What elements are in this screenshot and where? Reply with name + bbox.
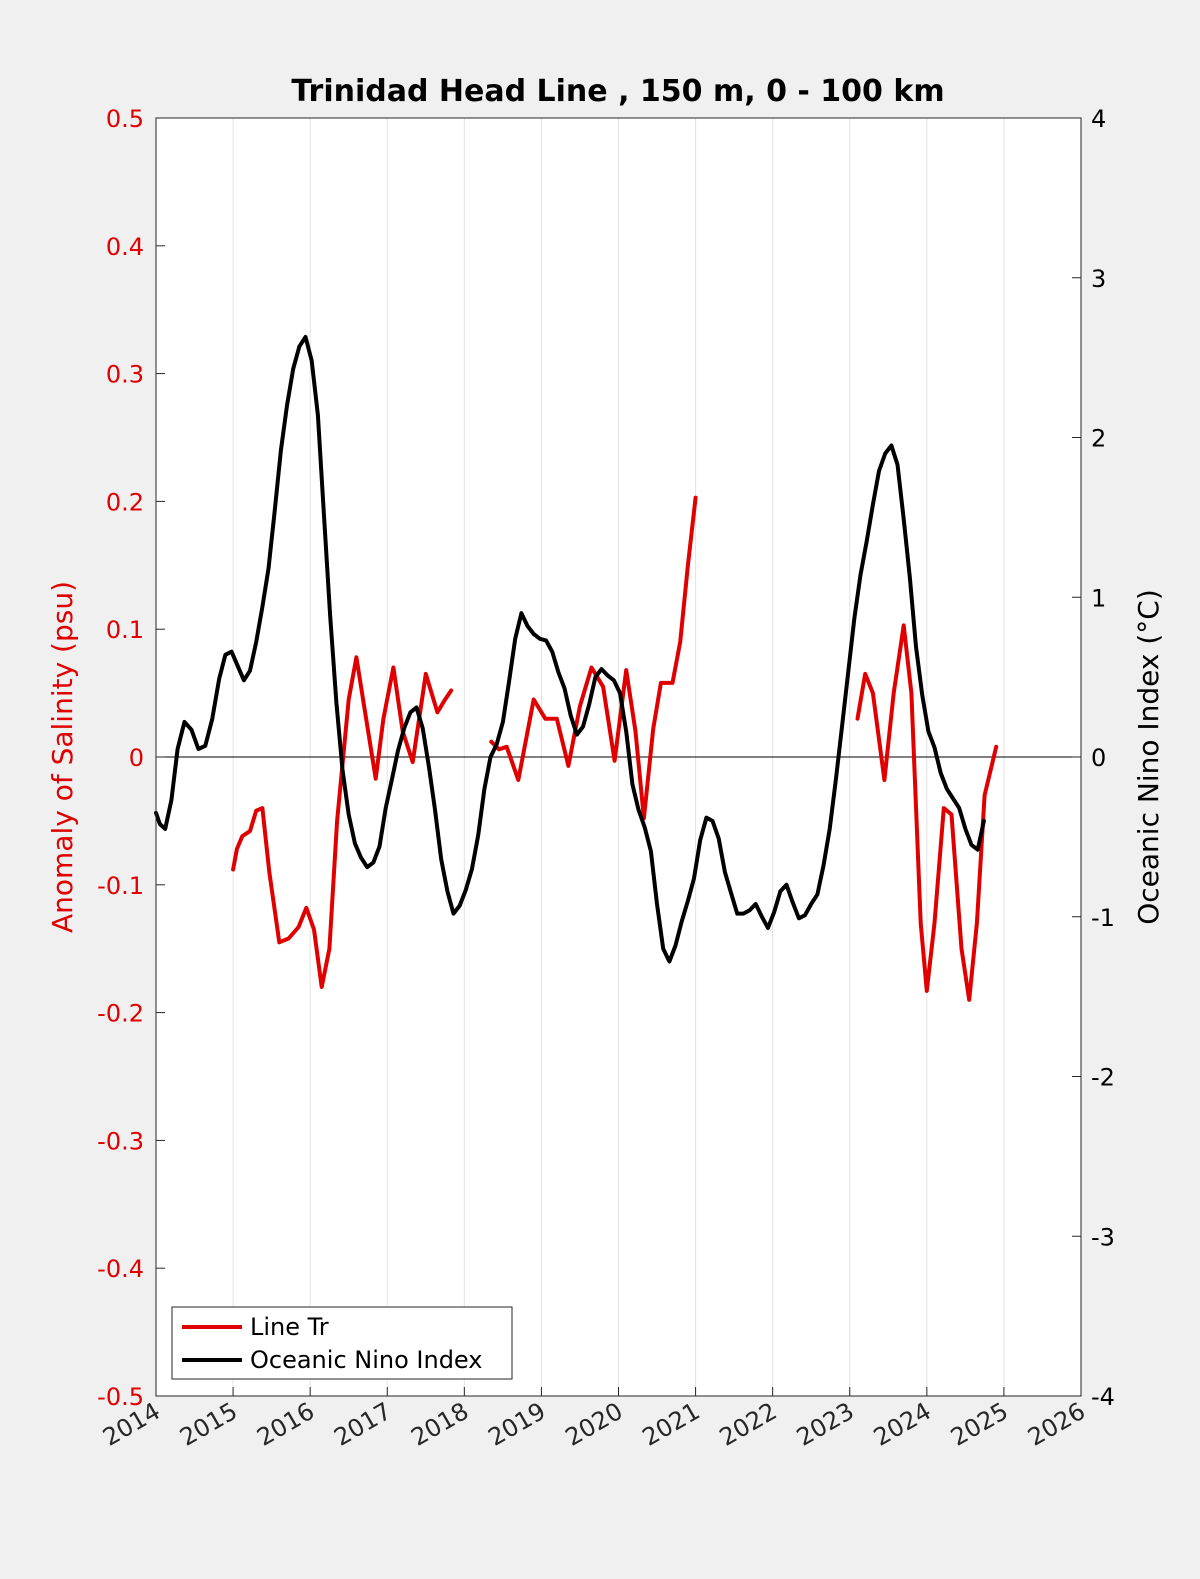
y-axis-left-label: Anomaly of Salinity (psu) xyxy=(46,581,79,933)
y-left-tick-label-0.2: 0.2 xyxy=(106,488,144,516)
y-right-tick-label--2: -2 xyxy=(1091,1064,1115,1092)
y-left-tick-label-0.1: 0.1 xyxy=(106,616,144,644)
x-tick-label-2021: 2021 xyxy=(638,1397,705,1452)
y-right-tick-label--4: -4 xyxy=(1091,1383,1115,1411)
x-tick-label-2024: 2024 xyxy=(869,1397,936,1452)
y-left-tick-label--0.4: -0.4 xyxy=(97,1255,144,1283)
series-oni-segment-0 xyxy=(154,334,986,964)
x-tick-label-2018: 2018 xyxy=(406,1397,473,1452)
y-left-tick-label-0.3: 0.3 xyxy=(106,361,144,389)
x-tick-label-2019: 2019 xyxy=(484,1397,551,1452)
series-line-tr-segment-2 xyxy=(855,623,999,1002)
x-tick-label-2016: 2016 xyxy=(252,1397,319,1452)
x-tick-label-2020: 2020 xyxy=(561,1397,628,1452)
series-layer xyxy=(154,334,999,1002)
series-line-tr-segment-1 xyxy=(489,495,698,821)
y-right-tick-label-1: 1 xyxy=(1091,584,1106,612)
y-left-tick-label--0.3: -0.3 xyxy=(97,1127,144,1155)
x-tick-label-2022: 2022 xyxy=(715,1397,782,1452)
y-right-tick-label--3: -3 xyxy=(1091,1223,1115,1251)
y-axis-right-label: Oceanic Nino Index (°C) xyxy=(1132,589,1165,925)
x-tick-label-2017: 2017 xyxy=(329,1397,396,1452)
x-tick-label-2025: 2025 xyxy=(946,1397,1013,1452)
y-left-tick-label-0.4: 0.4 xyxy=(106,233,144,261)
y-left-tick-label--0.5: -0.5 xyxy=(97,1383,144,1411)
legend-box xyxy=(171,1306,513,1380)
y-right-tick-label-2: 2 xyxy=(1091,425,1106,453)
y-right-tick-label-0: 0 xyxy=(1091,744,1106,772)
legend: Line Tr Oceanic Nino Index xyxy=(171,1306,513,1380)
y-left-tick-label--0.2: -0.2 xyxy=(97,1000,144,1028)
y-right-tick-label-4: 4 xyxy=(1091,105,1106,133)
y-right-tick-label-3: 3 xyxy=(1091,265,1106,293)
y-left-tick-label--0.1: -0.1 xyxy=(97,872,144,900)
x-tick-label-2023: 2023 xyxy=(792,1397,859,1452)
chart-title: Trinidad Head Line , 150 m, 0 - 100 km xyxy=(291,74,944,109)
legend-label-oni: Oceanic Nino Index xyxy=(250,1346,482,1374)
legend-label-line-tr: Line Tr xyxy=(250,1313,329,1341)
y-left-tick-label-0.5: 0.5 xyxy=(106,105,144,133)
y-left-tick-label-0: 0 xyxy=(129,744,144,772)
y-right-tick-label--1: -1 xyxy=(1091,904,1115,932)
x-tick-label-2026: 2026 xyxy=(1023,1397,1090,1452)
x-tick-label-2015: 2015 xyxy=(175,1397,242,1452)
series-line-tr-segment-0 xyxy=(231,655,454,989)
